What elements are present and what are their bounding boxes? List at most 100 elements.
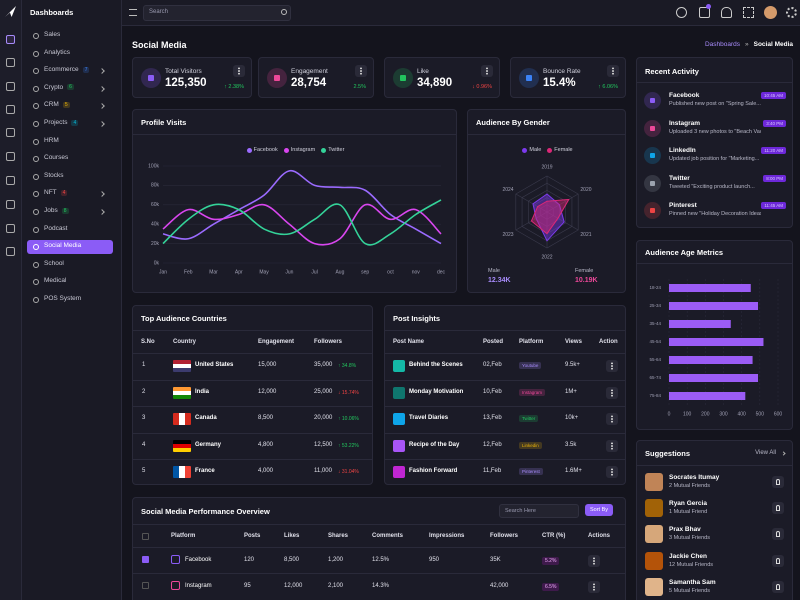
action-button[interactable] bbox=[481, 65, 493, 77]
rail-icon[interactable] bbox=[6, 82, 15, 91]
menu-item[interactable]: NFT 4 bbox=[44, 189, 68, 196]
activity-time: 11:45 AM bbox=[761, 202, 786, 209]
rail-icon[interactable] bbox=[6, 105, 15, 114]
radar-axis bbox=[515, 193, 548, 213]
menu-item[interactable]: Podcast bbox=[44, 225, 68, 232]
y-tick-label: 65-74 bbox=[649, 375, 661, 380]
rail-icon[interactable] bbox=[6, 224, 15, 233]
breadcrumb-link[interactable]: Dashboards bbox=[704, 41, 740, 48]
action-button[interactable] bbox=[606, 413, 618, 426]
action-button[interactable] bbox=[606, 360, 618, 372]
header-checkbox[interactable] bbox=[142, 533, 149, 540]
row-checkbox[interactable] bbox=[142, 582, 149, 589]
menu-label: Stocks bbox=[44, 171, 64, 179]
view-all-link[interactable]: View All bbox=[755, 450, 776, 456]
legend-item[interactable]: Instagram bbox=[283, 147, 315, 153]
menu-item[interactable]: Crypto 6 bbox=[44, 84, 74, 91]
radar-series bbox=[532, 193, 565, 242]
menu-item[interactable]: Ecommerce 7 bbox=[44, 66, 90, 73]
rail-icon[interactable] bbox=[6, 128, 15, 137]
rail-icon[interactable] bbox=[6, 152, 15, 161]
engagement: 4,800 bbox=[258, 441, 274, 448]
header-icon[interactable] bbox=[721, 7, 732, 18]
action-button[interactable] bbox=[233, 65, 245, 77]
action-button[interactable] bbox=[607, 65, 619, 77]
legend-swatch bbox=[321, 147, 327, 153]
column-header: Post Name bbox=[393, 339, 425, 345]
action-button[interactable] bbox=[606, 386, 618, 399]
rail-icon[interactable] bbox=[6, 200, 15, 209]
person-name: Socrates Itumay bbox=[669, 474, 720, 481]
add-friend-button[interactable] bbox=[772, 580, 784, 593]
flag-stripe bbox=[173, 443, 191, 448]
rail-icon[interactable] bbox=[6, 247, 15, 256]
add-friend-button[interactable] bbox=[772, 554, 784, 567]
legend: Male Female bbox=[468, 147, 625, 153]
user-avatar[interactable] bbox=[764, 6, 777, 19]
menu-item[interactable]: Jobs 8 bbox=[44, 207, 69, 214]
active-item-bg bbox=[27, 240, 113, 255]
menu-item[interactable]: Projects 4 bbox=[44, 119, 79, 126]
menu-toggle[interactable] bbox=[129, 9, 137, 16]
action-button[interactable] bbox=[355, 65, 367, 77]
chart: 2019 2020 2021 2022 2023 2024 bbox=[502, 164, 591, 260]
country-name: India bbox=[195, 388, 210, 395]
search-field[interactable] bbox=[499, 504, 579, 518]
action-button[interactable] bbox=[588, 581, 600, 593]
platform-badge: Youtube bbox=[519, 362, 542, 369]
radar-axis-label: 2023 bbox=[502, 232, 513, 238]
legend-item[interactable]: Twitter bbox=[321, 147, 344, 153]
legend-item[interactable]: Male bbox=[522, 147, 541, 153]
sort-button[interactable]: Sort By bbox=[585, 504, 614, 516]
engagement: 12,000 bbox=[258, 388, 277, 395]
menu-item[interactable]: School bbox=[44, 260, 64, 267]
row-checkbox[interactable] bbox=[142, 556, 149, 563]
column-header: Views bbox=[565, 339, 582, 345]
engagement: 8,500 bbox=[258, 415, 274, 422]
action-button[interactable] bbox=[606, 439, 618, 452]
x-tick-label: May bbox=[259, 269, 269, 275]
menu-item[interactable]: Sales bbox=[44, 31, 60, 38]
search-box[interactable] bbox=[143, 5, 291, 21]
menu-item[interactable]: Medical bbox=[44, 277, 66, 284]
row-divider bbox=[133, 432, 372, 434]
header-icon[interactable] bbox=[743, 7, 754, 18]
menu-label: Podcast bbox=[44, 224, 68, 232]
menu-item[interactable]: Social Media bbox=[44, 242, 81, 249]
metric-value: 2,100 bbox=[328, 583, 344, 589]
column-header: Followers bbox=[314, 339, 343, 345]
menu-label: Projects bbox=[44, 119, 68, 126]
action-button[interactable] bbox=[588, 555, 600, 567]
menu-item[interactable]: Analytics bbox=[44, 49, 70, 56]
menu-item[interactable]: POS System bbox=[44, 295, 81, 302]
platform-badge: Twitter bbox=[519, 415, 539, 423]
action-button[interactable] bbox=[606, 466, 618, 479]
rail-icon[interactable] bbox=[6, 58, 15, 67]
menu-item[interactable]: Courses bbox=[44, 154, 68, 161]
card-divider bbox=[637, 465, 792, 466]
add-friend-button[interactable] bbox=[772, 502, 784, 515]
menu-item[interactable]: Stocks bbox=[44, 172, 64, 179]
add-friend-button[interactable] bbox=[772, 476, 784, 488]
rail-icon[interactable] bbox=[6, 35, 15, 44]
logo[interactable] bbox=[5, 6, 16, 17]
column-header: Followers bbox=[490, 533, 519, 539]
menu-icon bbox=[33, 261, 39, 268]
stat-card: Like 34,890 ↓ 0.96% bbox=[384, 57, 500, 98]
add-friend-button[interactable] bbox=[772, 528, 784, 541]
profile-visits-card: 0k 20k 40k 60k 80k 100k Jan Feb Mar Apr May Jun Jul A… bbox=[132, 109, 457, 293]
header-icon[interactable] bbox=[676, 7, 687, 18]
stat-icon-glyph bbox=[274, 75, 280, 81]
stat-change: ↑ 6.06% bbox=[598, 84, 618, 90]
header-icon[interactable] bbox=[699, 7, 710, 18]
post-thumbnail bbox=[393, 466, 405, 479]
avatar bbox=[645, 525, 663, 544]
menu-item[interactable]: HRM bbox=[44, 137, 59, 144]
legend-item[interactable]: Facebook bbox=[246, 147, 278, 153]
stat-value: 34,890 bbox=[417, 77, 453, 89]
settings-icon[interactable] bbox=[786, 7, 797, 18]
menu-item[interactable]: CRM 5 bbox=[44, 101, 70, 108]
rail-icon[interactable] bbox=[6, 176, 15, 185]
radar-axis bbox=[546, 211, 579, 231]
legend-item[interactable]: Female bbox=[547, 147, 573, 153]
